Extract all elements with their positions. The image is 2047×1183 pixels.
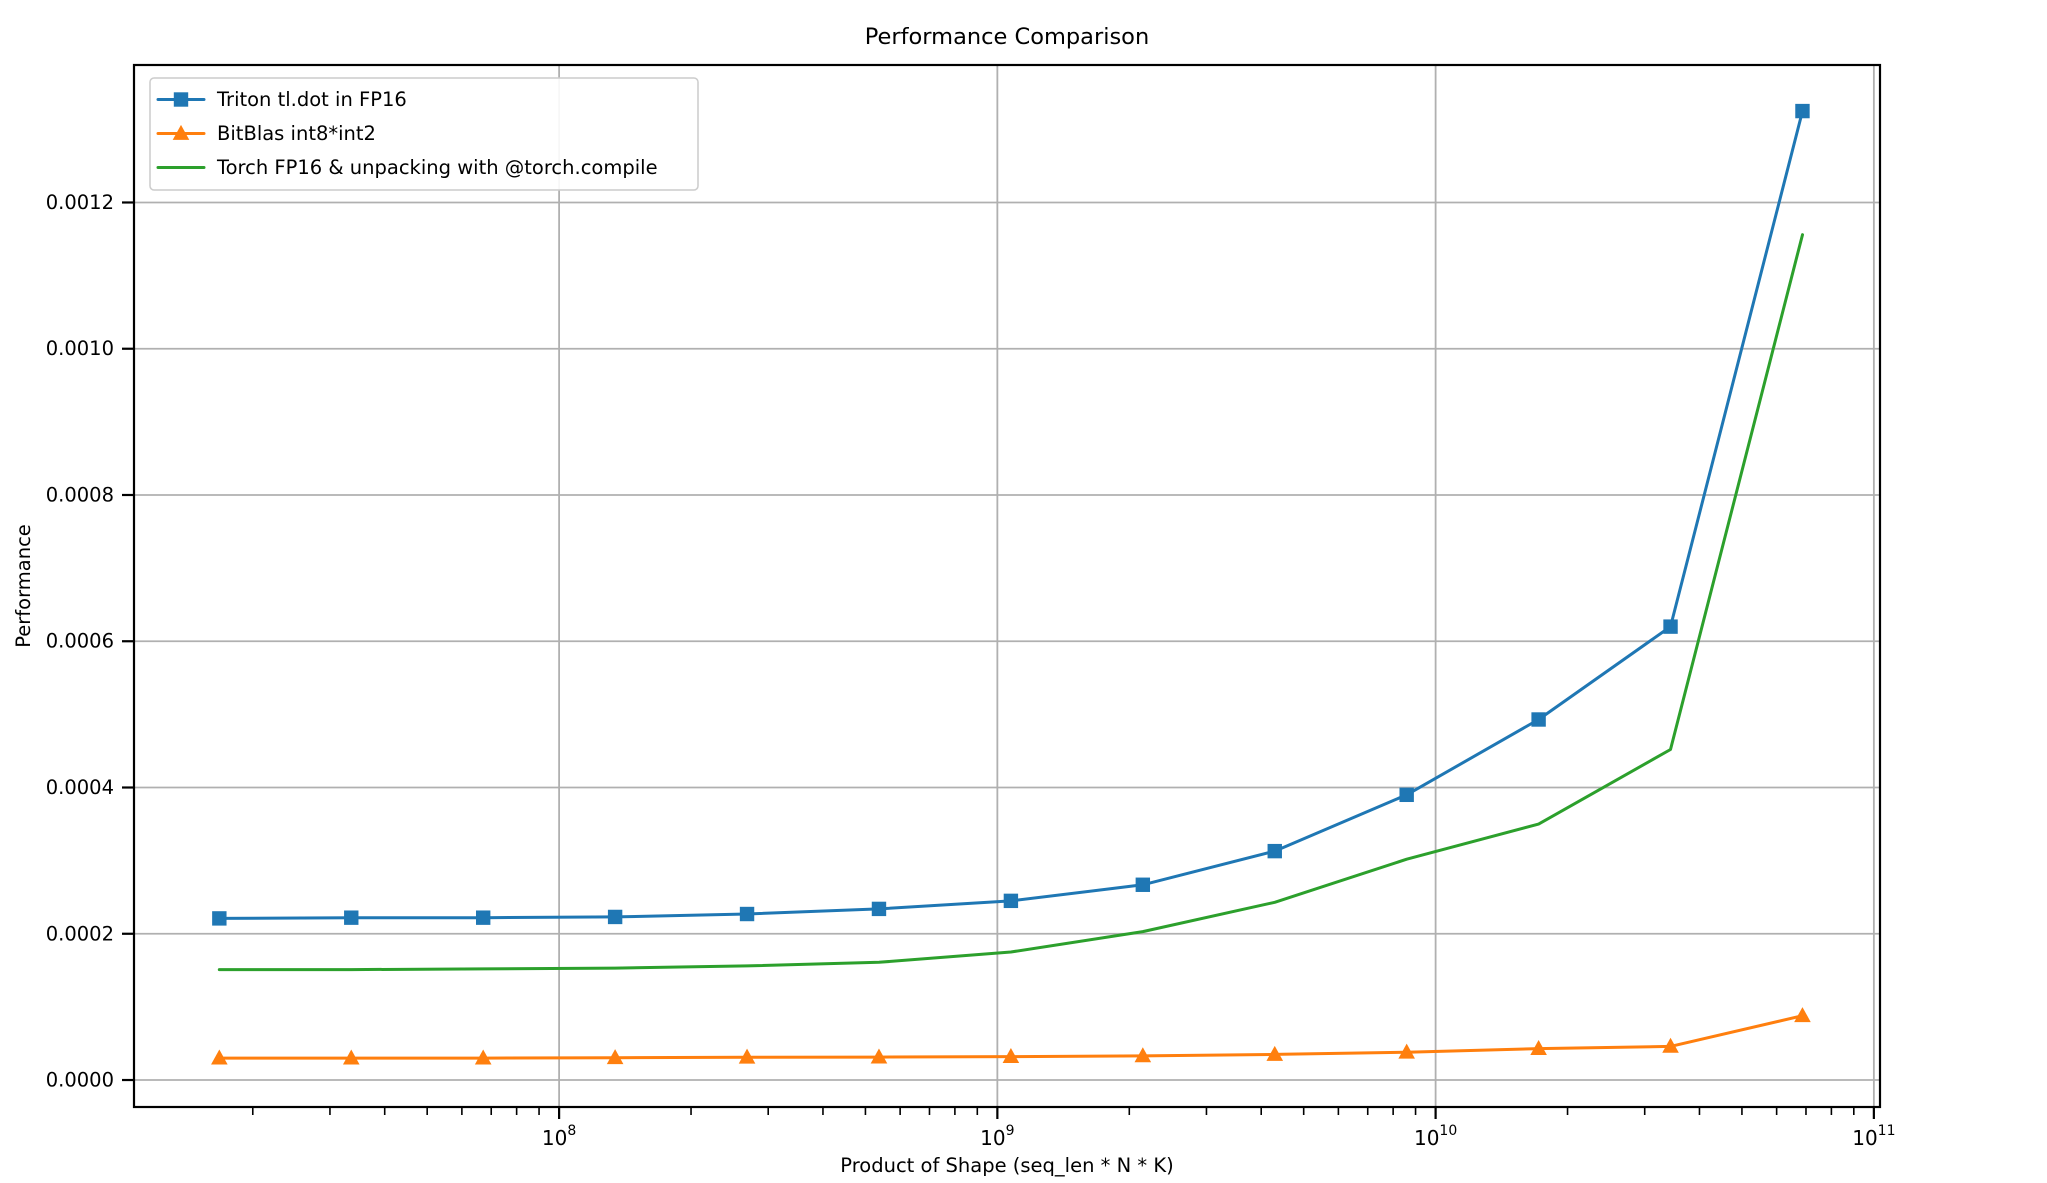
triangle-marker xyxy=(606,1049,624,1065)
triangle-marker xyxy=(1662,1037,1679,1053)
square-marker xyxy=(1003,893,1019,909)
legend-triangle-marker xyxy=(172,124,190,140)
square-marker xyxy=(1531,712,1546,727)
y-tick-label: 0.0010 xyxy=(46,337,114,360)
triangle-marker xyxy=(1266,1045,1284,1061)
legend-label: BitBlas int8*int2 xyxy=(217,122,376,145)
x-tick-label: 1011 xyxy=(1852,1123,1895,1150)
square-marker xyxy=(475,910,491,925)
legend-item: Torch FP16 & unpacking with @torch.compi… xyxy=(156,156,658,179)
triangle-marker xyxy=(738,1048,756,1064)
legend: Triton tl.dot in FP16 BitBlas int8*int2 To… xyxy=(149,77,699,191)
triangle-marker xyxy=(1794,1007,1811,1023)
series-1 xyxy=(212,103,1810,926)
series-3 xyxy=(217,233,1804,972)
legend-item: Triton tl.dot in FP16 xyxy=(156,88,407,111)
x-tick-label: 109 xyxy=(980,1123,1014,1150)
legend-label: Triton tl.dot in FP16 xyxy=(216,88,407,111)
triangle-marker xyxy=(1134,1047,1152,1063)
y-tick-label: 0.0000 xyxy=(46,1069,114,1092)
square-marker xyxy=(1663,619,1678,634)
series-2 xyxy=(211,1007,1811,1065)
y-tick-label: 0.0002 xyxy=(46,922,114,945)
square-marker xyxy=(1399,787,1414,803)
triangle-marker xyxy=(870,1048,888,1064)
legend-item: BitBlas int8*int2 xyxy=(156,122,376,145)
square-marker xyxy=(739,906,755,922)
triangle-marker xyxy=(1398,1043,1415,1059)
triangle-marker xyxy=(342,1049,360,1065)
y-tick-label: 0.0008 xyxy=(46,483,114,506)
x-tick-label: 1010 xyxy=(1414,1123,1457,1150)
square-marker xyxy=(1135,877,1151,892)
legend-square-marker xyxy=(173,92,189,107)
triangle-marker xyxy=(1530,1039,1547,1055)
axes-spines xyxy=(132,63,1882,1109)
grid xyxy=(134,65,1880,1107)
triangle-marker xyxy=(474,1049,492,1065)
y-tick-label: 0.0006 xyxy=(46,630,114,653)
axes-background xyxy=(134,65,1880,1107)
y-tick-label: 0.0004 xyxy=(46,776,114,799)
triangle-marker xyxy=(211,1049,228,1065)
legend-label: Torch FP16 & unpacking with @torch.compi… xyxy=(216,156,658,179)
triangle-marker xyxy=(1002,1048,1020,1064)
square-marker xyxy=(212,911,227,926)
x-axis-label: Product of Shape (seq_len * N * K) xyxy=(840,1154,1173,1177)
square-marker xyxy=(871,901,887,917)
tick-labels: 108 109 1010 1011 0.0000 0.0002 0.0004 0.0006 0.… xyxy=(46,191,1896,1150)
series-group xyxy=(211,103,1811,1065)
x-tick-label: 108 xyxy=(542,1123,576,1150)
square-marker xyxy=(1795,103,1810,119)
y-axis-label: Performance xyxy=(12,524,35,648)
y-tick-label: 0.0012 xyxy=(46,191,114,214)
square-marker xyxy=(344,910,359,925)
series-line xyxy=(217,233,1804,972)
legend-box xyxy=(149,77,699,191)
ticks xyxy=(122,201,1875,1119)
chart-title: Performance Comparison xyxy=(865,24,1149,50)
square-marker xyxy=(1267,843,1282,859)
square-marker xyxy=(607,909,623,925)
